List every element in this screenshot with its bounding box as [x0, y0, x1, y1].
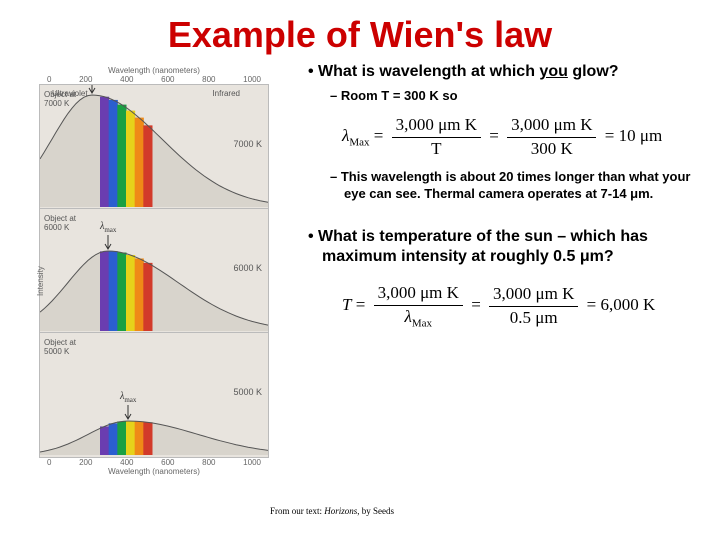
page-title: Example of Wien's law — [0, 0, 720, 56]
q1-part-a: What is wavelength at which — [318, 63, 539, 80]
q1-part-b: glow? — [568, 63, 619, 80]
x-ticks-bot: 02004006008001000 — [39, 458, 269, 467]
eq1-result: 10 μm — [619, 126, 663, 145]
text-column: What is wavelength at which you glow? Ro… — [284, 62, 720, 476]
content-row: Wavelength (nanometers) 0200400600800100… — [0, 62, 720, 476]
lambda-max-label: λmax — [100, 221, 116, 234]
eq2-den2: 0.5 μm — [489, 307, 578, 328]
lambda-max-label: λmax — [120, 391, 136, 404]
eq1-num1: 3,000 μm K — [392, 115, 481, 138]
uv-label: Ultraviolet — [52, 89, 88, 98]
sub-bullet-2: This wavelength is about 20 times longer… — [330, 169, 696, 203]
equation-2: T = 3,000 μm KλMax = 3,000 μm K0.5 μm = … — [342, 283, 696, 329]
eq2-num1: 3,000 μm K — [374, 283, 463, 306]
eq1-den1: T — [392, 138, 481, 159]
eq2-den1-l: λ — [404, 307, 411, 326]
panel-2: Object at5000 K 5000 K λmax — [40, 333, 268, 457]
q1-underline: you — [539, 63, 567, 80]
equation-1: λMax = 3,000 μm KT = 3,000 μm K300 K = 1… — [342, 115, 696, 159]
eq1-den2: 300 K — [507, 138, 596, 159]
eq2-num2: 3,000 μm K — [489, 284, 578, 307]
eq2-result: 6,000 K — [601, 295, 656, 314]
credit-c: , by Seeds — [357, 506, 394, 516]
temp-label: 5000 K — [233, 387, 262, 397]
textbook-figure: Wavelength (nanometers) 0200400600800100… — [24, 66, 284, 476]
x-axis-label-top: Wavelength (nanometers) — [24, 66, 284, 75]
credit-b: Horizons — [324, 506, 357, 516]
credit-a: From our text: — [270, 506, 324, 516]
temp-label: 6000 K — [233, 263, 262, 273]
panel-0: Object at7000 K7000 KλmaxUltravioletInfr… — [40, 85, 268, 209]
panel-1: Object at6000 K 6000 K λmax — [40, 209, 268, 333]
object-label: Object at6000 K — [44, 215, 76, 233]
bullet-q2: What is temperature of the sun – which h… — [308, 227, 696, 267]
bullet-q1: What is wavelength at which you glow? — [308, 62, 696, 82]
x-ticks-top: 02004006008001000 — [39, 75, 269, 84]
eq1-lhs-sub: Max — [349, 136, 369, 148]
object-label: Object at5000 K — [44, 339, 76, 357]
eq1-num2: 3,000 μm K — [507, 115, 596, 138]
figure-credit: From our text: Horizons, by Seeds — [270, 506, 394, 516]
sub-bullet-1: Room T = 300 K so — [330, 88, 696, 105]
ir-label: Infrared — [212, 89, 240, 98]
x-axis-label-bot: Wavelength (nanometers) — [24, 467, 284, 476]
temp-label: 7000 K — [233, 139, 262, 149]
eq2-lhs: T — [342, 295, 351, 314]
panels: Object at7000 K7000 KλmaxUltravioletInfr… — [39, 84, 269, 458]
eq2-den1-sub: Max — [412, 317, 432, 329]
